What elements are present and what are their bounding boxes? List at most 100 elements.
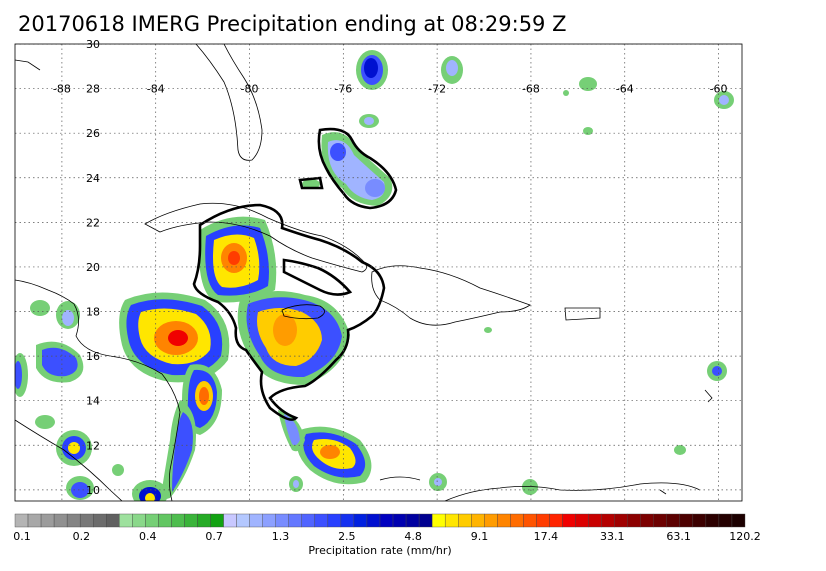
map-title: 20170618 IMERG Precipitation ending at 0…: [18, 12, 567, 36]
colorbar-swatch: [523, 513, 537, 528]
colorbar-swatch: [497, 513, 511, 528]
colorbar-swatch: [627, 513, 641, 528]
latitude-tick-label: 26: [86, 127, 100, 140]
colorbar-swatch: [536, 513, 550, 528]
colorbar-tick-label: 63.1: [666, 530, 691, 543]
precip-cell: [119, 292, 230, 383]
colorbar-swatch: [366, 513, 381, 528]
colorbar-swatch: [666, 513, 681, 528]
colorbar-tick-label: 33.1: [600, 530, 625, 543]
colorbar-tick-label: 0.7: [205, 530, 223, 543]
colorbar-swatch: [40, 513, 55, 528]
colorbar-tick-label: 0.1: [13, 530, 31, 543]
colorbar-swatch: [158, 513, 172, 528]
latitude-tick-label: 10: [86, 484, 100, 497]
longitude-tick-label: -68: [522, 83, 540, 96]
colorbar-swatch: [614, 513, 628, 528]
colorbar-tick-label: 0.4: [139, 530, 157, 543]
colorbar-swatch: [79, 513, 94, 528]
colorbar-swatch: [275, 513, 289, 528]
colorbar-swatch: [653, 513, 667, 528]
map-frame: [14, 43, 743, 502]
colorbar-swatch: [132, 513, 146, 528]
latitude-tick-label: 28: [86, 83, 100, 96]
colorbar-swatch: [288, 513, 302, 528]
colorbar-swatch: [692, 513, 707, 528]
colorbar-swatch: [249, 513, 263, 528]
colorbar-swatch: [405, 513, 420, 528]
colorbar-swatch: [210, 513, 224, 528]
latitude-tick-label: 22: [86, 216, 100, 229]
colorbar-label: Precipitation rate (mm/hr): [308, 544, 451, 557]
precip-cell: [36, 341, 84, 383]
colorbar-swatch: [197, 513, 211, 528]
colorbar-swatch: [705, 513, 720, 528]
colorbar-swatch: [53, 513, 68, 528]
colorbar-swatch: [236, 513, 250, 528]
colorbar-swatch: [340, 513, 355, 528]
longitude-tick-label: -88: [53, 83, 71, 96]
colorbar-swatch: [458, 513, 472, 528]
precip-cell: [441, 56, 463, 84]
precip-cell: [296, 426, 372, 485]
colorbar-swatch: [184, 513, 198, 528]
colorbar-tick-label: 0.2: [73, 530, 91, 543]
colorbar-swatch: [392, 513, 407, 528]
precip-cell: [579, 77, 597, 91]
colorbar-swatch: [679, 513, 694, 528]
colorbar-swatch: [484, 513, 498, 528]
latitude-labels: 10 12 14 16 18 20 22 24 26 28 30: [86, 38, 100, 497]
latitude-tick-label: 20: [86, 261, 100, 274]
colorbar-swatch: [119, 513, 133, 528]
precipitation-field: [15, 50, 734, 501]
coastlines: [15, 44, 713, 501]
colorbar-swatch: [262, 513, 276, 528]
colorbar-swatch: [562, 513, 576, 528]
colorbar-swatch: [66, 513, 81, 528]
colorbar-swatch: [353, 513, 368, 528]
colorbar-swatch: [301, 513, 316, 528]
colorbar-swatch: [171, 513, 185, 528]
longitude-tick-label: -72: [428, 83, 446, 96]
colorbar-swatch: [640, 513, 654, 528]
colorbar-swatch: [601, 513, 615, 528]
latitude-tick-label: 14: [86, 395, 100, 408]
latitude-tick-label: 16: [86, 350, 100, 363]
longitude-tick-label: -80: [241, 83, 259, 96]
colorbar-swatch: [145, 513, 159, 528]
colorbar-tick-label: 17.4: [534, 530, 559, 543]
colorbar-swatch: [510, 513, 524, 528]
latitude-tick-label: 18: [86, 306, 100, 319]
colorbar-swatch: [327, 513, 342, 528]
colorbar-swatch: [418, 513, 433, 528]
precip-cell: [237, 291, 350, 385]
precip-cell: [199, 216, 277, 303]
colorbar-tick-label: 2.5: [338, 530, 356, 543]
colorbar-swatch: [575, 513, 589, 528]
colorbar: [14, 513, 746, 528]
colorbar-swatch: [106, 513, 120, 528]
colorbar-swatch: [14, 513, 29, 528]
latitude-tick-label: 12: [86, 439, 100, 452]
colorbar-tick-label: 4.8: [404, 530, 422, 543]
colorbar-swatch: [93, 513, 107, 528]
contour-outline: [192, 127, 398, 421]
colorbar-swatch: [471, 513, 485, 528]
colorbar-swatch: [588, 513, 602, 528]
colorbar-swatch: [731, 513, 746, 528]
colorbar-swatch: [444, 513, 459, 528]
longitude-tick-label: -84: [147, 83, 165, 96]
colorbar-tick-label: 120.2: [729, 530, 761, 543]
latitude-tick-label: 30: [86, 38, 100, 51]
precip-cell: [181, 364, 222, 435]
colorbar-swatch: [379, 513, 394, 528]
precip-cell: [56, 430, 92, 466]
longitude-tick-label: -76: [334, 83, 352, 96]
colorbar-swatch: [549, 513, 563, 528]
colorbar-swatch: [223, 513, 237, 528]
latitude-tick-label: 24: [86, 172, 100, 185]
precip-cell: [356, 50, 388, 90]
colorbar-swatch: [314, 513, 329, 528]
colorbar-tick-labels: 0.1 0.2 0.4 0.7 1.3 2.5 4.8 9.1 17.4 33.1 63.1 120.…: [13, 530, 761, 543]
